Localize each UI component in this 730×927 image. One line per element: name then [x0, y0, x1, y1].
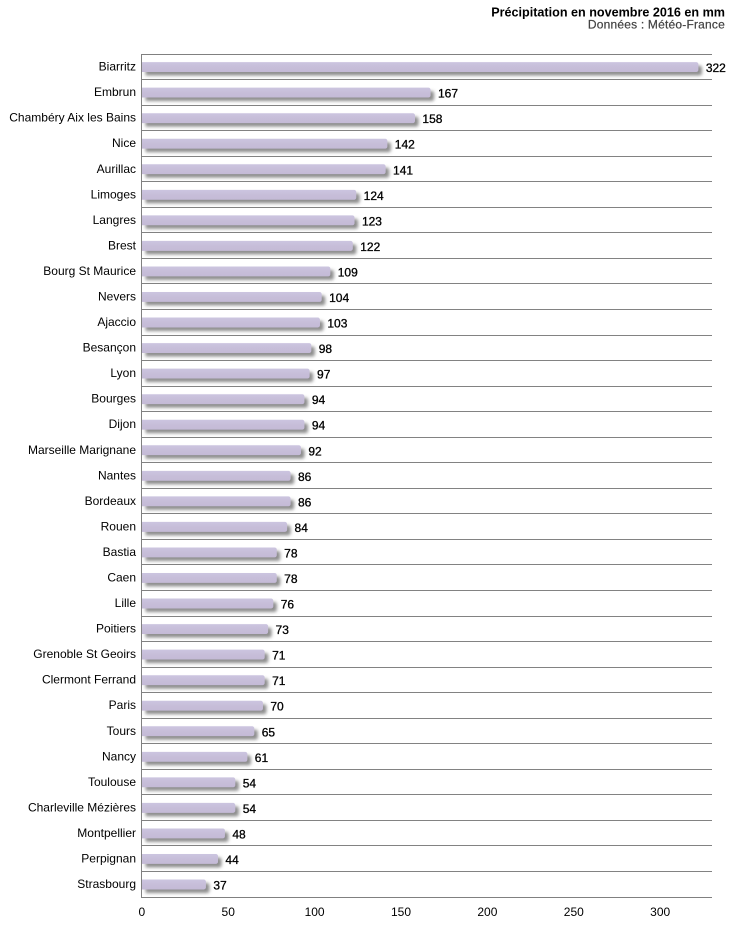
- svg-text:94: 94: [312, 419, 326, 433]
- svg-text:61: 61: [255, 751, 269, 765]
- svg-text:250: 250: [564, 905, 584, 919]
- svg-text:98: 98: [319, 342, 333, 356]
- svg-text:200: 200: [477, 905, 497, 919]
- svg-text:Aurillac: Aurillac: [97, 162, 136, 176]
- svg-text:Biarritz: Biarritz: [99, 60, 136, 74]
- svg-text:Chambéry Aix les Bains: Chambéry Aix les Bains: [9, 111, 136, 125]
- svg-text:50: 50: [222, 905, 236, 919]
- svg-text:Données : Météo-France: Données : Météo-France: [588, 18, 725, 32]
- svg-text:94: 94: [312, 393, 326, 407]
- svg-text:Perpignan: Perpignan: [81, 852, 136, 866]
- svg-text:Langres: Langres: [93, 213, 136, 227]
- svg-text:Clermont Ferrand: Clermont Ferrand: [42, 673, 136, 687]
- svg-text:Bourges: Bourges: [91, 392, 136, 406]
- svg-text:37: 37: [213, 879, 227, 893]
- svg-text:48: 48: [232, 827, 246, 841]
- svg-text:100: 100: [305, 905, 325, 919]
- svg-text:Tours: Tours: [107, 724, 136, 738]
- svg-text:150: 150: [391, 905, 411, 919]
- svg-text:Toulouse: Toulouse: [88, 775, 136, 789]
- svg-text:97: 97: [317, 368, 331, 382]
- svg-text:86: 86: [298, 470, 312, 484]
- svg-text:Bourg St Maurice: Bourg St Maurice: [43, 264, 136, 278]
- svg-text:Dijon: Dijon: [109, 417, 136, 431]
- svg-text:Nevers: Nevers: [98, 290, 136, 304]
- svg-text:Nantes: Nantes: [98, 468, 136, 482]
- svg-text:Nice: Nice: [112, 136, 136, 150]
- svg-text:76: 76: [281, 598, 295, 612]
- svg-text:Précipitation en novembre 2016: Précipitation en novembre 2016 en mm: [491, 5, 725, 19]
- svg-text:Ajaccio: Ajaccio: [97, 315, 136, 329]
- svg-text:104: 104: [329, 291, 349, 305]
- svg-text:122: 122: [360, 240, 380, 254]
- svg-text:322: 322: [706, 61, 726, 75]
- svg-text:Paris: Paris: [109, 698, 136, 712]
- svg-text:Nancy: Nancy: [102, 749, 136, 763]
- svg-text:0: 0: [138, 905, 145, 919]
- svg-text:124: 124: [364, 189, 384, 203]
- svg-text:86: 86: [298, 495, 312, 509]
- svg-text:141: 141: [393, 163, 413, 177]
- svg-text:Caen: Caen: [107, 571, 136, 585]
- svg-text:Bastia: Bastia: [103, 545, 137, 559]
- svg-text:70: 70: [270, 700, 284, 714]
- svg-text:Montpellier: Montpellier: [77, 826, 136, 840]
- svg-text:Limoges: Limoges: [91, 187, 136, 201]
- svg-text:71: 71: [272, 649, 286, 663]
- svg-text:Poitiers: Poitiers: [96, 622, 136, 636]
- svg-text:Marseille Marignane: Marseille Marignane: [28, 443, 136, 457]
- svg-text:103: 103: [327, 317, 347, 331]
- svg-text:65: 65: [262, 725, 276, 739]
- svg-text:78: 78: [284, 572, 298, 586]
- svg-text:73: 73: [276, 623, 290, 637]
- svg-text:54: 54: [243, 802, 257, 816]
- svg-text:71: 71: [272, 674, 286, 688]
- svg-text:109: 109: [338, 265, 358, 279]
- svg-text:Grenoble St Geoirs: Grenoble St Geoirs: [33, 647, 136, 661]
- svg-text:Embrun: Embrun: [94, 85, 136, 99]
- svg-text:92: 92: [308, 444, 322, 458]
- svg-text:Brest: Brest: [108, 238, 137, 252]
- svg-text:Charleville Mézières: Charleville Mézières: [28, 800, 136, 814]
- svg-text:Rouen: Rouen: [101, 519, 136, 533]
- svg-text:Lyon: Lyon: [110, 366, 136, 380]
- svg-text:158: 158: [422, 112, 442, 126]
- svg-text:Bordeaux: Bordeaux: [85, 494, 136, 508]
- svg-text:54: 54: [243, 776, 257, 790]
- svg-text:84: 84: [295, 521, 309, 535]
- svg-text:300: 300: [650, 905, 670, 919]
- svg-text:Lille: Lille: [115, 596, 137, 610]
- svg-text:Strasbourg: Strasbourg: [77, 877, 136, 891]
- svg-text:44: 44: [225, 853, 239, 867]
- svg-text:78: 78: [284, 546, 298, 560]
- svg-text:123: 123: [362, 214, 382, 228]
- svg-text:167: 167: [438, 87, 458, 101]
- svg-text:Besançon: Besançon: [83, 341, 136, 355]
- svg-text:142: 142: [395, 138, 415, 152]
